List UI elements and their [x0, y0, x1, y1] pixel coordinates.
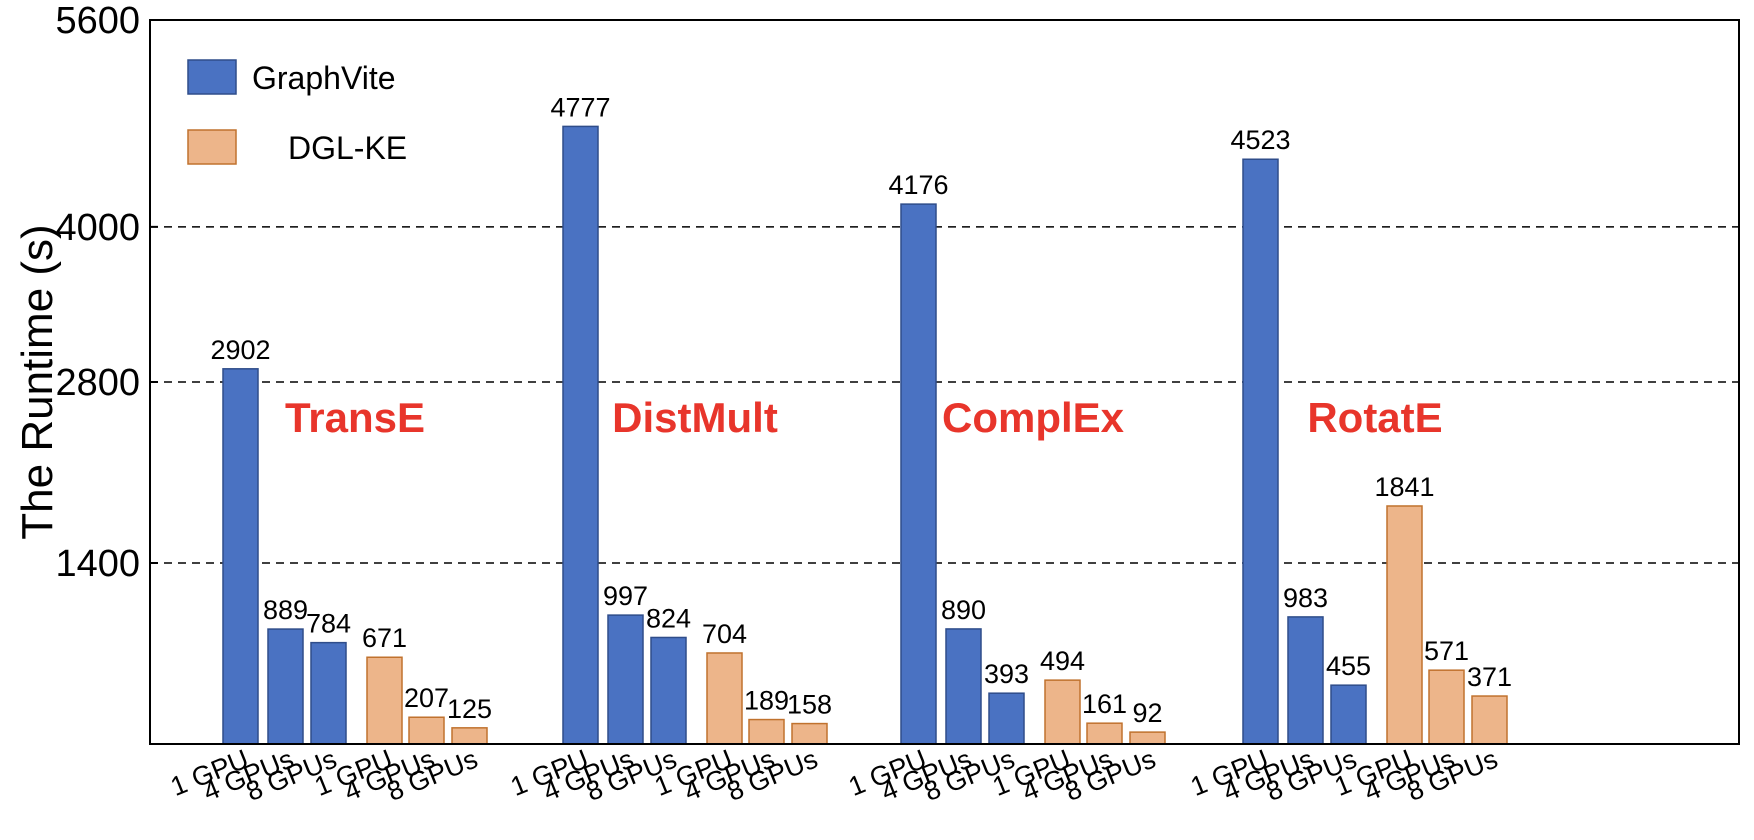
x-category-label: 8 GPUs [383, 744, 482, 807]
data-label: 189 [744, 686, 789, 716]
data-label: 161 [1082, 689, 1127, 719]
bar-distmult-graphvite-2 [650, 636, 687, 745]
bar-distmult-graphvite-1 [607, 614, 644, 745]
y-tick-label: 4000 [55, 207, 140, 249]
bar-rotate-dgl-ke-4 [1428, 669, 1465, 745]
data-label: 890 [941, 595, 986, 625]
bar-distmult-dgl-ke-5 [791, 722, 828, 745]
group-label-distmult: DistMult [612, 394, 778, 441]
bar-transe-graphvite-0 [222, 368, 259, 745]
group-label-complex: ComplEx [942, 394, 1125, 441]
bar-rotate-graphvite-2 [1330, 684, 1367, 745]
data-label: 207 [404, 683, 449, 713]
bar-distmult-dgl-ke-3 [706, 652, 743, 745]
bar-complex-dgl-ke-5 [1129, 731, 1166, 745]
legend-swatch-graphvite [187, 59, 237, 95]
bar-distmult-graphvite-0 [562, 125, 599, 745]
bar-distmult-dgl-ke-4 [748, 718, 785, 745]
data-label: 455 [1326, 651, 1371, 681]
data-label: 824 [646, 603, 691, 633]
y-axis-label: The Runtime (s) [13, 224, 62, 539]
y-tick-label: 5600 [55, 0, 140, 42]
y-tick-label: 2800 [55, 362, 140, 404]
group-label-transe: TransE [285, 394, 425, 441]
bar-complex-dgl-ke-3 [1044, 679, 1081, 745]
data-label: 889 [263, 595, 308, 625]
bar-complex-graphvite-0 [900, 203, 937, 745]
data-label: 4523 [1230, 125, 1290, 155]
data-label: 371 [1467, 662, 1512, 692]
data-label: 1841 [1374, 472, 1434, 502]
bar-transe-graphvite-2 [310, 641, 347, 745]
y-axis-ticks: 1400 2800 4000 5600 [55, 0, 158, 585]
x-category-label: 8 GPUs [1403, 744, 1502, 807]
legend-label-graphvite: GraphVite [252, 60, 396, 96]
data-label: 2902 [210, 335, 270, 365]
data-label: 92 [1132, 698, 1162, 728]
data-label: 494 [1040, 646, 1085, 676]
data-label: 158 [787, 690, 832, 720]
legend: GraphVite DGL-KE [187, 59, 407, 166]
data-label: 983 [1283, 583, 1328, 613]
bar-transe-dgl-ke-4 [408, 716, 445, 745]
legend-label-dgl-ke: DGL-KE [288, 130, 407, 166]
bar-rotate-graphvite-1 [1287, 616, 1324, 745]
data-label: 571 [1424, 636, 1469, 666]
bar-complex-graphvite-1 [945, 628, 982, 745]
group-labels: TransE DistMult ComplEx RotatE [285, 394, 1443, 441]
bar-rotate-dgl-ke-5 [1471, 695, 1508, 745]
data-label: 784 [306, 609, 351, 639]
bar-rotate-dgl-ke-3 [1386, 505, 1423, 745]
bar-complex-graphvite-2 [988, 692, 1025, 745]
bars [222, 125, 1508, 745]
data-label: 4777 [550, 92, 610, 122]
group-label-rotate: RotatE [1307, 394, 1442, 441]
data-label: 393 [984, 659, 1029, 689]
data-label: 4176 [888, 170, 948, 200]
bar-transe-graphvite-1 [267, 628, 304, 745]
data-label: 671 [362, 623, 407, 653]
bar-transe-dgl-ke-5 [451, 727, 488, 745]
data-label: 704 [702, 619, 747, 649]
data-label: 125 [447, 694, 492, 724]
y-tick-label: 1400 [55, 543, 140, 585]
bar-complex-dgl-ke-4 [1086, 722, 1123, 745]
bar-rotate-graphvite-0 [1242, 158, 1279, 745]
x-category-label: 8 GPUs [723, 744, 822, 807]
x-category-label: 8 GPUs [1061, 744, 1160, 807]
legend-swatch-dgl-ke [187, 129, 237, 165]
bar-transe-dgl-ke-3 [366, 656, 403, 745]
data-label: 997 [603, 581, 648, 611]
